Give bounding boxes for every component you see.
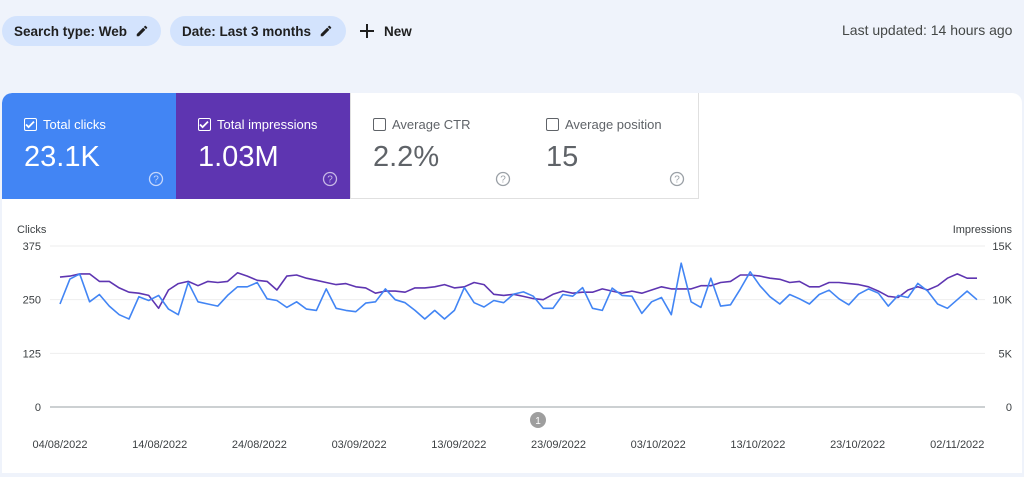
right-tick-label: 0 xyxy=(1006,402,1012,414)
checkbox-unchecked-icon[interactable] xyxy=(373,118,386,131)
date-range-chip[interactable]: Date: Last 3 months xyxy=(170,16,346,46)
left-tick-label: 0 xyxy=(35,402,41,414)
x-tick-label: 03/09/2022 xyxy=(332,439,387,451)
x-tick-label: 23/10/2022 xyxy=(830,439,885,451)
metric-label-row: Total impressions xyxy=(198,117,317,132)
annotation-marker[interactable] xyxy=(530,412,546,428)
x-tick-label: 24/08/2022 xyxy=(232,439,287,451)
new-filter-button[interactable]: New xyxy=(360,16,412,46)
help-icon[interactable]: ? xyxy=(495,171,511,187)
x-tick-label: 13/09/2022 xyxy=(431,439,486,451)
search-type-chip[interactable]: Search type: Web xyxy=(2,16,161,46)
metric-average-position[interactable]: Average position 15 ? xyxy=(524,93,699,199)
metric-label-row: Average CTR xyxy=(373,117,471,132)
left-tick-label: 250 xyxy=(23,295,41,307)
metric-value: 23.1K xyxy=(24,141,100,173)
annotation-label: 1 xyxy=(535,416,541,427)
x-tick-label: 23/09/2022 xyxy=(531,439,586,451)
pencil-icon xyxy=(320,25,332,37)
checkbox-checked-icon[interactable] xyxy=(24,118,37,131)
performance-chart[interactable]: Clicks Impressions 375 15K 250 10K 125 5K 0 0 04… xyxy=(2,93,1022,473)
help-icon[interactable]: ? xyxy=(148,171,164,187)
checkbox-unchecked-icon[interactable] xyxy=(546,118,559,131)
metric-value: 15 xyxy=(546,141,579,173)
help-icon[interactable]: ? xyxy=(322,171,338,187)
metric-label: Total impressions xyxy=(217,117,318,132)
metric-total-impressions[interactable]: Total impressions 1.03M ? xyxy=(176,93,351,199)
metric-value: 2.2% xyxy=(373,141,440,173)
svg-text:?: ? xyxy=(674,175,680,186)
chart-gridlines xyxy=(50,245,985,408)
right-tick-label: 5K xyxy=(999,348,1013,360)
right-tick-label: 15K xyxy=(992,241,1012,253)
filter-bar: Search type: Web Date: Last 3 months New… xyxy=(0,0,1024,62)
right-axis-label: Impressions xyxy=(953,224,1013,236)
svg-text:?: ? xyxy=(500,175,506,186)
metric-value: 1.03M xyxy=(198,141,279,173)
left-tick-label: 125 xyxy=(23,348,41,360)
svg-text:?: ? xyxy=(153,175,159,186)
pencil-icon xyxy=(136,25,148,37)
right-tick-label: 10K xyxy=(992,295,1012,307)
metric-label: Total clicks xyxy=(43,117,106,132)
axis-ticks: 375 15K 250 10K 125 5K 0 0 04/08/2022 14/08/2022 2… xyxy=(23,241,1013,451)
x-tick-label: 02/11/2022 xyxy=(930,439,984,451)
chart-series xyxy=(59,262,978,320)
metric-label: Average CTR xyxy=(392,117,471,132)
date-range-label: Date: Last 3 months xyxy=(182,23,312,39)
metric-total-clicks[interactable]: Total clicks 23.1K ? xyxy=(2,93,177,199)
x-tick-label: 14/08/2022 xyxy=(132,439,187,451)
svg-text:?: ? xyxy=(327,175,333,186)
last-updated-text: Last updated: 14 hours ago xyxy=(842,22,1013,38)
chart-annotation: 1 xyxy=(530,412,546,428)
metric-label-row: Total clicks xyxy=(24,117,106,132)
search-type-label: Search type: Web xyxy=(14,23,128,39)
clicks-series-line xyxy=(59,262,978,320)
x-tick-label: 04/08/2022 xyxy=(32,439,87,451)
x-tick-label: 13/10/2022 xyxy=(730,439,785,451)
help-icon[interactable]: ? xyxy=(669,171,685,187)
x-tick-label: 03/10/2022 xyxy=(631,439,686,451)
metric-label-row: Average position xyxy=(546,117,662,132)
impressions-series-line xyxy=(59,272,977,310)
metric-label: Average position xyxy=(565,117,662,132)
performance-card: Total clicks 23.1K ? Total impressions 1… xyxy=(2,93,1022,473)
left-axis-label: Clicks xyxy=(17,224,47,236)
left-tick-label: 375 xyxy=(23,241,41,253)
new-filter-label: New xyxy=(384,23,412,39)
metric-average-ctr[interactable]: Average CTR 2.2% ? xyxy=(350,93,525,199)
plus-icon xyxy=(360,24,374,38)
checkbox-checked-icon[interactable] xyxy=(198,118,211,131)
